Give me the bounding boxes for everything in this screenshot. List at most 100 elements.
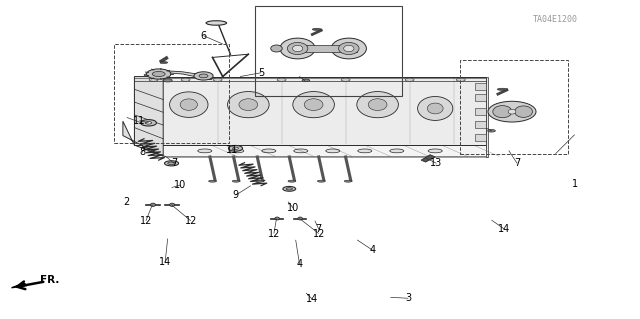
Ellipse shape — [206, 21, 227, 25]
Ellipse shape — [141, 120, 157, 126]
Bar — [475, 108, 486, 115]
Text: 14: 14 — [498, 224, 511, 234]
Ellipse shape — [312, 28, 321, 31]
Text: 13: 13 — [430, 158, 443, 168]
Ellipse shape — [170, 92, 208, 117]
Ellipse shape — [271, 45, 282, 52]
Ellipse shape — [497, 88, 508, 91]
Text: TA04E1200: TA04E1200 — [533, 15, 578, 24]
Ellipse shape — [298, 217, 303, 220]
Ellipse shape — [341, 78, 350, 81]
Polygon shape — [289, 45, 357, 52]
Ellipse shape — [239, 99, 258, 110]
Ellipse shape — [357, 92, 398, 118]
Ellipse shape — [358, 149, 372, 153]
Text: 4: 4 — [369, 245, 376, 255]
Text: 11: 11 — [133, 115, 146, 126]
Text: 2: 2 — [124, 197, 130, 207]
Ellipse shape — [228, 145, 243, 151]
Polygon shape — [123, 77, 163, 156]
Ellipse shape — [199, 74, 208, 78]
Bar — [475, 121, 486, 128]
Text: 11: 11 — [225, 145, 238, 155]
Ellipse shape — [168, 162, 175, 165]
Ellipse shape — [317, 180, 325, 182]
Text: 7: 7 — [316, 224, 322, 234]
Ellipse shape — [293, 92, 335, 118]
Ellipse shape — [344, 45, 354, 52]
Ellipse shape — [275, 217, 280, 220]
Ellipse shape — [209, 180, 216, 182]
Ellipse shape — [515, 106, 532, 117]
Ellipse shape — [164, 161, 179, 166]
Text: 12: 12 — [184, 216, 197, 226]
Ellipse shape — [230, 149, 244, 153]
Text: 14: 14 — [306, 294, 319, 304]
Ellipse shape — [170, 203, 175, 206]
Text: 12: 12 — [140, 216, 152, 226]
Ellipse shape — [428, 103, 443, 114]
Ellipse shape — [280, 38, 316, 59]
Ellipse shape — [508, 109, 516, 114]
Ellipse shape — [194, 72, 213, 80]
Ellipse shape — [149, 78, 158, 81]
Text: FR.: FR. — [40, 275, 59, 285]
Ellipse shape — [488, 101, 536, 122]
Bar — [255, 6, 402, 96]
Ellipse shape — [302, 79, 310, 82]
Text: 14: 14 — [159, 257, 172, 267]
Ellipse shape — [160, 62, 168, 63]
Ellipse shape — [277, 78, 286, 81]
Text: 1: 1 — [572, 179, 578, 189]
Text: 5: 5 — [258, 68, 264, 78]
Ellipse shape — [405, 78, 414, 81]
Ellipse shape — [332, 38, 367, 59]
Ellipse shape — [145, 122, 152, 124]
Text: 10: 10 — [287, 203, 300, 213]
Ellipse shape — [228, 92, 269, 118]
Ellipse shape — [152, 71, 165, 77]
Ellipse shape — [344, 180, 352, 182]
Ellipse shape — [213, 78, 222, 81]
Polygon shape — [421, 155, 435, 162]
Ellipse shape — [163, 79, 172, 82]
Ellipse shape — [428, 149, 442, 153]
Bar — [475, 94, 486, 101]
Polygon shape — [486, 77, 488, 157]
Text: 6: 6 — [200, 31, 207, 41]
Ellipse shape — [326, 149, 340, 153]
Text: 9: 9 — [232, 190, 239, 200]
Ellipse shape — [418, 96, 453, 120]
Ellipse shape — [287, 42, 308, 55]
Ellipse shape — [233, 147, 238, 149]
Polygon shape — [134, 145, 488, 157]
Text: 7: 7 — [171, 158, 177, 168]
Bar — [114, 44, 229, 143]
Ellipse shape — [304, 99, 323, 110]
Bar — [475, 83, 486, 90]
Ellipse shape — [493, 106, 512, 118]
Text: 8: 8 — [139, 147, 145, 158]
Ellipse shape — [292, 45, 303, 52]
Ellipse shape — [288, 180, 296, 182]
Ellipse shape — [294, 149, 308, 153]
Ellipse shape — [262, 149, 276, 153]
Polygon shape — [144, 71, 212, 80]
Text: 12: 12 — [312, 228, 325, 239]
Text: 3: 3 — [405, 293, 412, 303]
Ellipse shape — [368, 99, 387, 110]
Ellipse shape — [488, 130, 495, 132]
Ellipse shape — [339, 42, 359, 55]
Text: 12: 12 — [268, 228, 280, 239]
Ellipse shape — [181, 78, 190, 81]
Ellipse shape — [180, 99, 197, 110]
Polygon shape — [134, 77, 486, 145]
Ellipse shape — [456, 78, 465, 81]
Bar — [460, 60, 568, 154]
Text: 4: 4 — [296, 259, 303, 269]
Ellipse shape — [283, 186, 296, 191]
Ellipse shape — [150, 203, 156, 206]
Bar — [475, 134, 486, 141]
Ellipse shape — [390, 149, 404, 153]
Ellipse shape — [286, 188, 292, 190]
